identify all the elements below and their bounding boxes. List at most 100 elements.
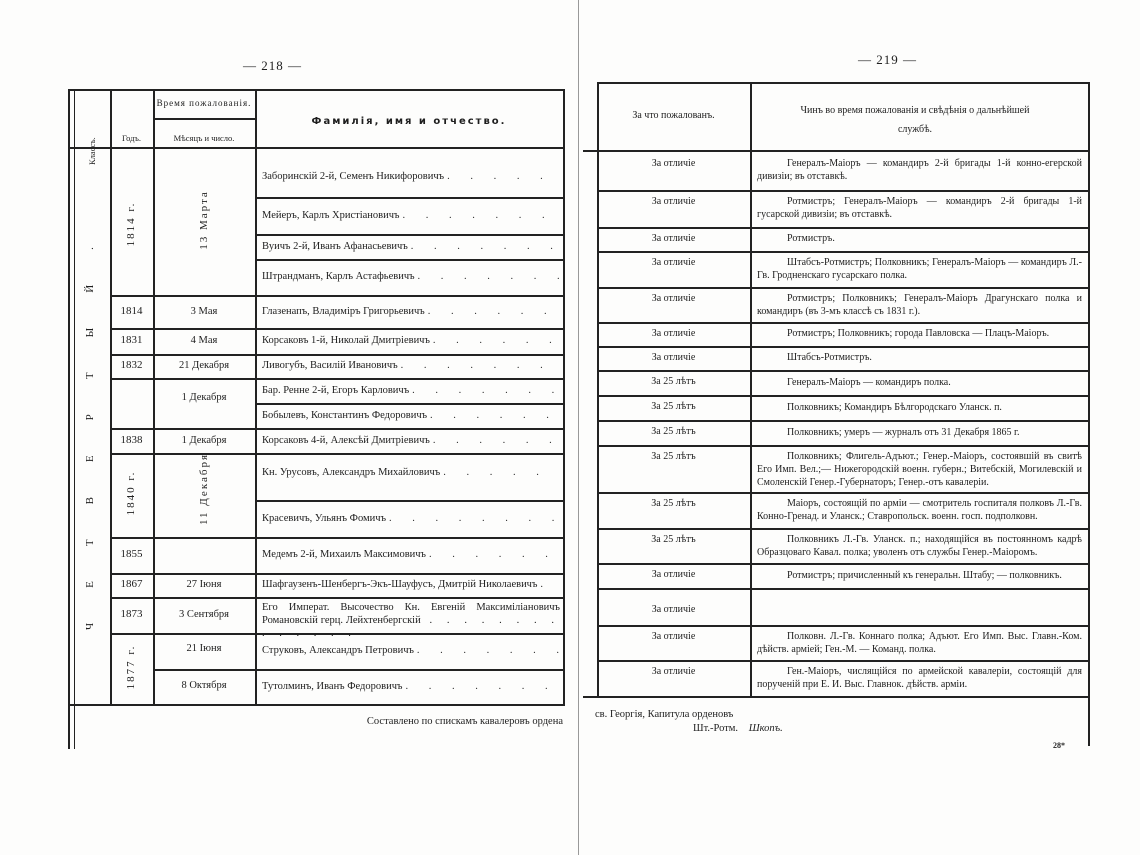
rule-line [153, 89, 155, 704]
month-cell: 8 Октября [181, 680, 227, 691]
name-cell: Штрандманъ, Карлъ Астафьевичъ. . . . . .… [262, 270, 560, 283]
rule-line [255, 573, 563, 575]
reason-cell: За отличіе [651, 158, 696, 169]
rule-line [597, 445, 1088, 447]
month-cell: 1 Декабря [181, 392, 227, 403]
year-cell: 1814 г. [125, 201, 137, 247]
header-class: Классъ. [87, 137, 97, 165]
name-text: Бобылевъ, Константинъ Федоровичъ [262, 409, 428, 421]
year-cell: 1867 [120, 578, 143, 590]
name-cell: Кн. Урусовъ, Александръ Михайловичъ. . .… [262, 466, 560, 479]
rule-line [153, 537, 255, 539]
rank-cell: Полковникъ; Флигель-Адъют.; Генер.-Маіор… [757, 451, 1082, 488]
rule-line [153, 118, 255, 120]
rule-line [153, 597, 255, 599]
rank-cell: Генералъ-Маіоръ — командиръ 2-й бригады … [757, 158, 1082, 182]
rule-line [597, 492, 1088, 494]
name-text: Его Императ. Высочество Кн. Евгеній Макс… [262, 602, 560, 626]
rule-line [255, 428, 563, 430]
rule-line [110, 328, 153, 330]
reason-cell: За 25 лѣтъ [651, 534, 696, 545]
name-text: Ливогубъ, Василій Ивановичъ [262, 360, 398, 371]
rule-line [255, 669, 563, 671]
rule-line [68, 147, 565, 149]
rule-line [597, 82, 1090, 84]
name-cell: Медемъ 2-й, Михаилъ Максимовичъ. . . . .… [262, 548, 560, 561]
name-text: Глазенапъ, Владиміръ Григорьевичъ [262, 305, 425, 317]
rule-line [255, 633, 563, 635]
dot-leader: . . . . . . . . . . . . . . . . . . . . … [428, 549, 560, 560]
reason-cell: За 25 лѣтъ [651, 498, 696, 509]
name-cell: Заборинскій 2-й, Семенъ Никифоровичъ. . … [262, 170, 560, 183]
rule-line [255, 197, 563, 199]
rule-line [255, 597, 563, 599]
name-cell: Тутолминъ, Иванъ Федоровичъ. . . . . . .… [262, 680, 560, 693]
rule-line [597, 251, 1088, 253]
rank-cell: Полковн. Л.-Гв. Коннаго полка; Адъют. Ег… [757, 631, 1082, 655]
rank-cell: Полковникъ; Командиръ Бѣлгородскаго Улан… [787, 401, 1002, 413]
rule-line [597, 322, 1088, 324]
reason-cell: За отличіе [651, 196, 696, 207]
rule-line [597, 420, 1088, 422]
dot-leader: . . . . . . . . . . . . . . . . . . . . … [417, 271, 560, 282]
rule-line [583, 150, 1090, 152]
rule-line [255, 537, 563, 539]
name-text: Медемъ 2-й, Михаилъ Максимовичъ [262, 549, 426, 560]
name-text: Мейеръ, Карлъ Христіановичъ [262, 209, 400, 221]
month-cell: 3 Сентября [179, 609, 229, 620]
name-text: Вуичъ 2-й, Иванъ Афанасьевичъ [262, 240, 408, 252]
header-time-group: Время пожалованія. [156, 98, 252, 108]
header-year: Годъ. [121, 133, 142, 143]
rank-cell: Генералъ-Маіоръ — командиръ полка. [787, 376, 951, 388]
left-footer-note: Составлено по спискамъ кавалеровъ ордена [366, 716, 563, 727]
rank-cell: Ген.-Маіоръ, числящійся по армейской кав… [757, 666, 1082, 690]
reason-cell: За отличіе [651, 352, 696, 363]
name-text: Корсаковъ 1-й, Николай Дмитріевичъ [262, 335, 430, 346]
name-cell: Корсаковъ 4-й, Алексѣй Дмитріевичъ. . . … [262, 434, 560, 447]
dot-leader: . . . . . . . . . . . . . . . . . . . . … [402, 209, 560, 221]
year-cell: 1877 г. [125, 644, 137, 689]
header-month-day: Мѣсяцъ и число. [173, 133, 235, 143]
rule-line [597, 287, 1088, 289]
reason-cell: За отличіе [651, 569, 696, 580]
header-rank: Чинъ во время пожалованія и свѣдѣнія о д… [800, 105, 1030, 135]
year-cell: 1838 [120, 433, 143, 446]
rule-line [153, 354, 255, 356]
rule-line [68, 89, 565, 91]
reason-cell: За отличіе [651, 631, 696, 642]
rule-line [110, 354, 153, 356]
signature-mark: 28* [1053, 741, 1065, 750]
rule-line [110, 573, 153, 575]
dot-leader: . . . . . . . . . . . . . . . . . . . . … [427, 305, 560, 317]
rule-line [597, 395, 1088, 397]
year-cell: 1831 [120, 334, 143, 346]
name-text: Шафгаузенъ-Шенбергъ-Экъ-Шауфусъ, Дмитрій… [262, 579, 538, 590]
rule-line [153, 378, 255, 380]
dot-leader: . . . . . . . . . . . . . . . . . . . . … [410, 240, 560, 252]
dot-leader: . . . . . . . . . . . . . . . . . . . . … [540, 579, 560, 590]
rule-line [597, 346, 1088, 348]
rank-cell: Маіоръ, состоящій по арміи — смотритель … [757, 498, 1082, 522]
rule-line [110, 295, 153, 297]
dot-leader: . . . . . . . . . . . . . . . . . . . . … [412, 384, 560, 396]
rank-cell: Ротмистръ. [787, 233, 835, 244]
month-cell: 1 Декабря [181, 434, 227, 446]
rank-cell: Ротмистръ; Полковникъ; города Павловска … [787, 328, 1050, 339]
rule-line [153, 328, 255, 330]
year-cell: 1832 [120, 359, 143, 371]
rank-cell: Ротмистръ; Генералъ-Маіоръ — командиръ 2… [757, 196, 1082, 220]
rule-line [153, 573, 255, 575]
header-name: Фамилія, имя и отчество. [311, 116, 507, 127]
name-cell: Глазенапъ, Владиміръ Григорьевичъ. . . .… [262, 305, 560, 318]
rule-line [110, 378, 153, 380]
gutter-divider [578, 0, 579, 855]
rank-cell: Полковникъ; умеръ — журналъ отъ 31 Декаб… [787, 426, 1020, 438]
right-footer-line: св. Георгія, Капитула орденовъ [595, 709, 734, 720]
rule-line [74, 89, 75, 749]
rule-line [597, 190, 1088, 192]
rule-line [597, 660, 1088, 662]
name-text: Заборинскій 2-й, Семенъ Никифоровичъ [262, 171, 445, 182]
reason-cell: За отличіе [651, 257, 696, 268]
dot-leader: . . . . . . . . . . . . . . . . . . . . … [432, 434, 560, 446]
dot-leader: . . . . . . . . . . . . . . . . . . . . … [405, 680, 560, 692]
